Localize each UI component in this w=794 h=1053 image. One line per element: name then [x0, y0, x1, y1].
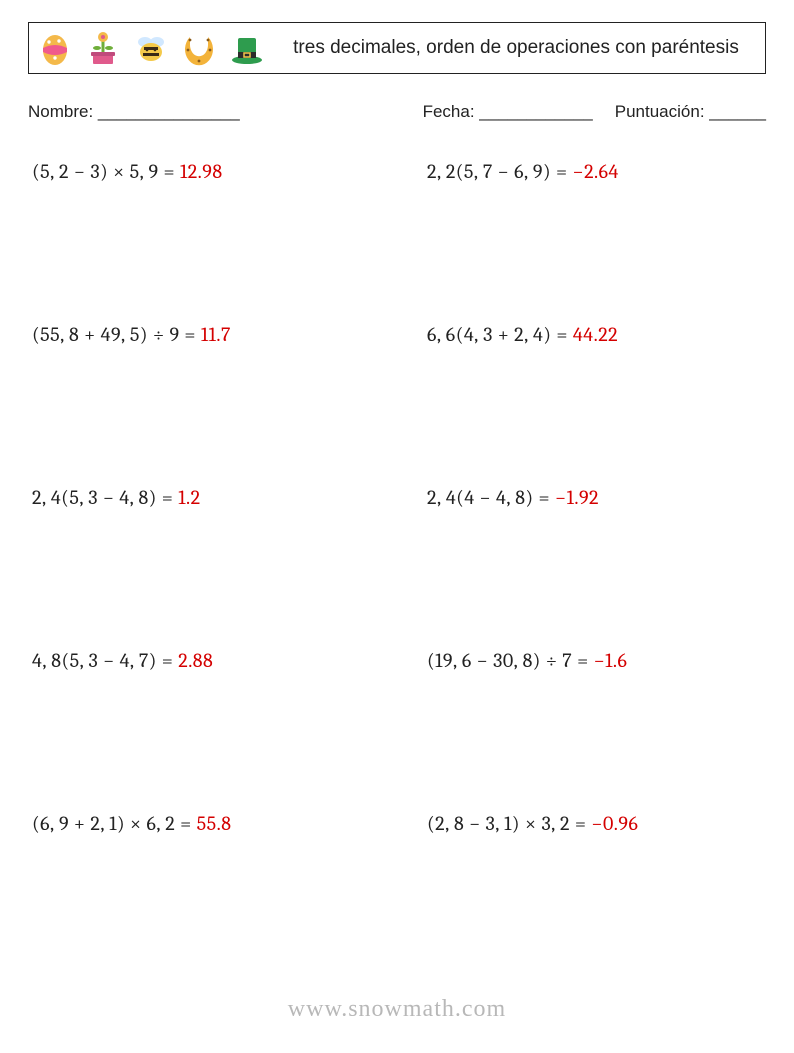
worksheet-title: tres decimales, orden de operaciones con…: [293, 37, 739, 60]
problem: (19, 6 − 30, 8) ÷ 7 = −1.6: [427, 649, 762, 672]
problem-expression: 2, 4(4 − 4, 8) =: [427, 486, 555, 509]
date-field-label: Fecha: ____________: [423, 102, 593, 122]
score-field-label: Puntuación: ______: [615, 102, 766, 122]
problem-answer: 44.22: [573, 323, 618, 346]
problem-answer: 55.8: [197, 812, 232, 835]
problem-expression: 2, 2(5, 7 − 6, 9) =: [427, 160, 572, 183]
footer-watermark: www.snowmath.com: [0, 996, 794, 1023]
problem-expression: 4, 8(5, 3 − 4, 7) =: [32, 649, 178, 672]
problem-expression: 2, 4(5, 3 − 4, 8) =: [32, 486, 178, 509]
problem-expression: (6, 9 + 2, 1) × 6, 2 =: [32, 812, 197, 835]
problem: 6, 6(4, 3 + 2, 4) = 44.22: [427, 323, 762, 346]
problem: (5, 2 − 3) × 5, 9 = 12.98: [32, 160, 367, 183]
problem-expression: 6, 6(4, 3 + 2, 4) =: [427, 323, 573, 346]
flowerpot-icon: [83, 28, 123, 68]
problem: (2, 8 − 3, 1) × 3, 2 = −0.96: [427, 812, 762, 835]
problem: 2, 4(4 − 4, 8) = −1.92: [427, 486, 762, 509]
problem-answer: 12.98: [180, 160, 223, 183]
problem: 2, 2(5, 7 − 6, 9) = −2.64: [427, 160, 762, 183]
name-field-label: Nombre: _______________: [28, 102, 240, 122]
worksheet-header: tres decimales, orden de operaciones con…: [28, 22, 766, 74]
problem: (6, 9 + 2, 1) × 6, 2 = 55.8: [32, 812, 367, 835]
problem-expression: (19, 6 − 30, 8) ÷ 7 =: [427, 649, 594, 672]
problem-answer: −2.64: [572, 160, 618, 183]
problem-answer: −1.6: [594, 649, 628, 672]
problem-answer: −1.92: [555, 486, 599, 509]
problem-expression: (5, 2 − 3) × 5, 9 =: [32, 160, 180, 183]
problem-answer: 11.7: [201, 323, 231, 346]
problems-grid: (5, 2 − 3) × 5, 9 = 12.98 2, 2(5, 7 − 6,…: [28, 160, 766, 835]
header-icon-row: [29, 23, 267, 73]
problem: (55, 8 + 49, 5) ÷ 9 = 11.7: [32, 323, 367, 346]
problem: 4, 8(5, 3 − 4, 7) = 2.88: [32, 649, 367, 672]
hat-icon: [227, 28, 267, 68]
problem-answer: 2.88: [178, 649, 213, 672]
bee-icon: [131, 28, 171, 68]
problem-expression: (55, 8 + 49, 5) ÷ 9 =: [32, 323, 201, 346]
problem-expression: (2, 8 − 3, 1) × 3, 2 =: [427, 812, 591, 835]
problem: 2, 4(5, 3 − 4, 8) = 1.2: [32, 486, 367, 509]
problem-answer: −0.96: [591, 812, 638, 835]
egg-icon: [35, 28, 75, 68]
horseshoe-icon: [179, 28, 219, 68]
problem-answer: 1.2: [178, 486, 200, 509]
meta-row: Nombre: _______________ Fecha: _________…: [28, 102, 766, 122]
